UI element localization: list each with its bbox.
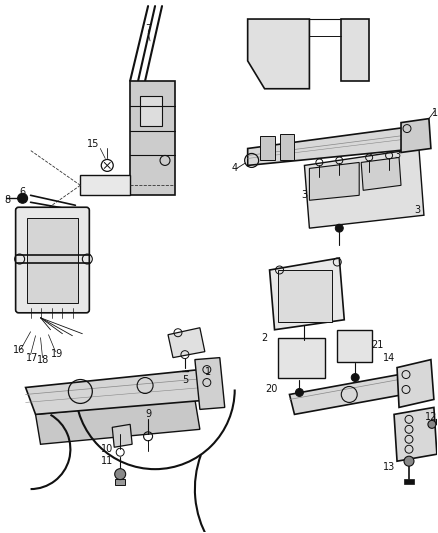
- Text: 21: 21: [371, 340, 383, 350]
- Polygon shape: [290, 375, 404, 414]
- Circle shape: [351, 374, 359, 382]
- Polygon shape: [247, 126, 419, 165]
- Text: 3: 3: [414, 205, 420, 215]
- Text: 8: 8: [5, 195, 11, 205]
- Text: 18: 18: [37, 354, 49, 365]
- Bar: [140, 96, 162, 126]
- Circle shape: [296, 389, 304, 397]
- Polygon shape: [112, 424, 132, 447]
- Bar: [278, 338, 325, 377]
- Polygon shape: [247, 19, 309, 88]
- Bar: [115, 479, 125, 485]
- Polygon shape: [397, 360, 434, 407]
- Circle shape: [428, 421, 436, 429]
- Text: 5: 5: [182, 375, 188, 384]
- Circle shape: [18, 193, 28, 203]
- Text: 1: 1: [432, 108, 438, 118]
- Polygon shape: [361, 157, 401, 190]
- Polygon shape: [168, 328, 205, 358]
- Text: 3: 3: [301, 190, 307, 200]
- Polygon shape: [25, 369, 215, 414]
- Bar: [260, 135, 275, 160]
- Bar: [278, 270, 332, 322]
- Text: 11: 11: [101, 456, 113, 466]
- Text: 7: 7: [145, 24, 151, 34]
- Circle shape: [404, 456, 414, 466]
- FancyBboxPatch shape: [16, 207, 89, 313]
- Text: 4: 4: [232, 164, 238, 173]
- Polygon shape: [35, 399, 200, 445]
- Bar: [279, 134, 294, 160]
- Text: 14: 14: [383, 353, 395, 362]
- Text: 12: 12: [424, 413, 437, 422]
- Polygon shape: [130, 81, 175, 195]
- Polygon shape: [269, 258, 344, 330]
- Circle shape: [115, 469, 126, 480]
- Polygon shape: [309, 163, 359, 200]
- Polygon shape: [195, 358, 225, 409]
- Text: 16: 16: [13, 345, 25, 354]
- Polygon shape: [401, 119, 431, 152]
- Circle shape: [336, 224, 343, 232]
- Bar: [404, 479, 414, 484]
- Text: 10: 10: [101, 444, 113, 454]
- Bar: [27, 218, 78, 303]
- Text: 6: 6: [20, 187, 26, 197]
- Bar: [337, 330, 372, 361]
- Text: 13: 13: [383, 462, 395, 472]
- Text: 9: 9: [145, 409, 151, 419]
- Text: 2: 2: [261, 333, 268, 343]
- Polygon shape: [304, 149, 424, 228]
- Text: 17: 17: [26, 353, 39, 362]
- Text: 19: 19: [51, 349, 64, 359]
- Text: 1: 1: [205, 367, 211, 376]
- Text: 15: 15: [87, 139, 99, 149]
- Text: 3: 3: [394, 150, 400, 160]
- Polygon shape: [394, 407, 437, 461]
- Polygon shape: [341, 19, 369, 81]
- Text: 20: 20: [265, 384, 278, 394]
- Polygon shape: [80, 175, 130, 195]
